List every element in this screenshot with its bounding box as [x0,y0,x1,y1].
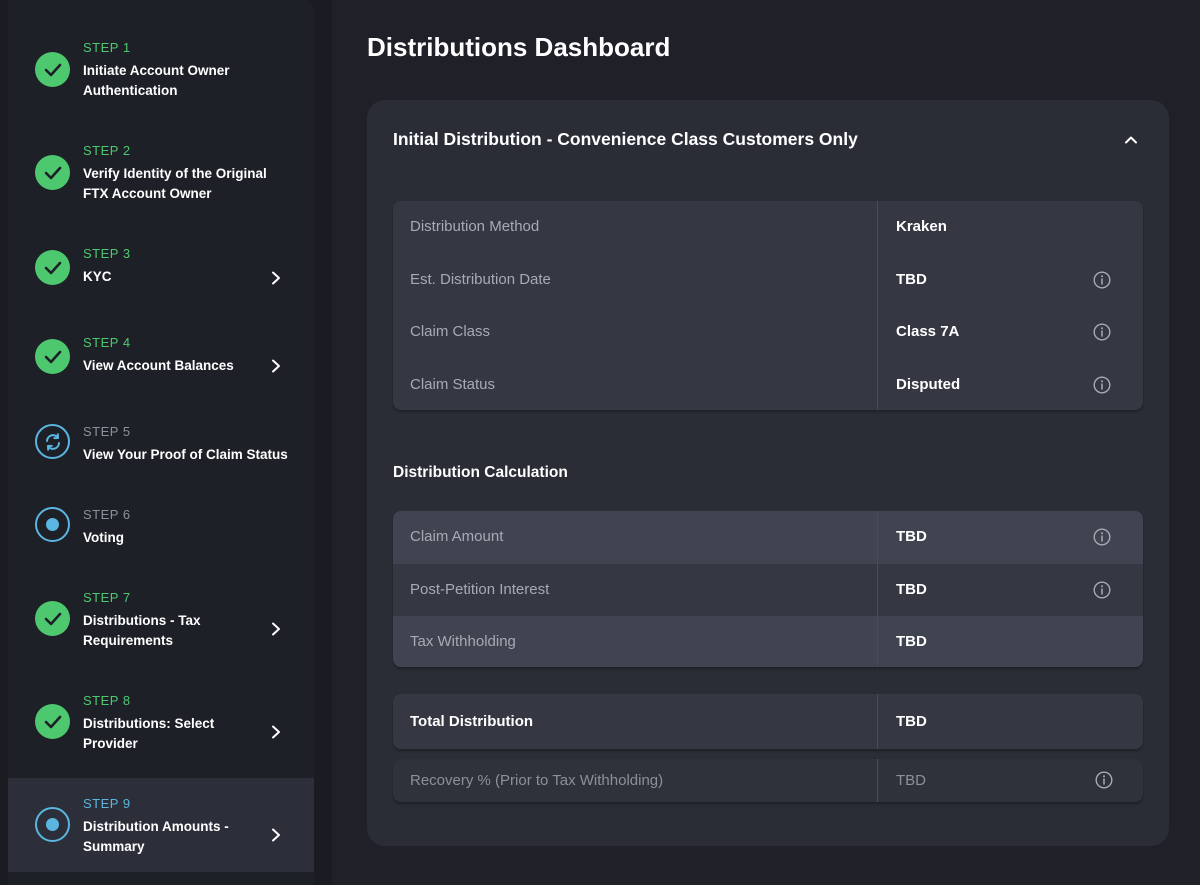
info-icon[interactable] [1093,375,1111,394]
column-divider [877,694,878,749]
column-divider [877,511,878,667]
table-row: Tax Withholding TBD [393,616,1143,667]
row-value: TBD [896,528,927,545]
total-value: TBD [896,713,927,730]
recovery-label: Recovery % (Prior to Tax Withholding) [410,772,664,789]
step-title: Distributions - Tax Requirements [83,613,201,648]
step-3[interactable]: STEP 3 KYC [8,240,314,296]
step-title: View Your Proof of Claim Status [83,447,288,462]
recovery-value: TBD [896,772,926,789]
row-value: TBD [896,580,927,598]
chevron-right-icon[interactable] [270,622,282,636]
row-value: Class 7A [896,323,960,340]
check-icon [35,250,70,285]
info-icon[interactable] [1093,323,1111,341]
radio-dot-icon [35,807,70,842]
step-number: STEP 8 [83,693,131,708]
page-title: Distributions Dashboard [367,32,671,62]
row-label: Claim Status [410,375,496,393]
row-value: Disputed [896,375,961,393]
check-icon [35,155,70,190]
table-row: Post-Petition Interest TBD [393,564,1143,617]
row-label: Tax Withholding [410,633,516,650]
check-icon [35,601,70,636]
chevron-right-icon[interactable] [270,271,282,285]
row-label: Distribution Method [410,218,540,235]
total-row: Total Distribution TBD [393,694,1143,749]
steps-sidebar: STEP 1 Initiate Account Owner Authenticat… [8,0,314,885]
step-2[interactable]: STEP 2 Verify Identity of the Original FT… [8,131,314,211]
radio-dot-icon [35,507,70,542]
check-icon [35,704,70,739]
column-divider [877,201,878,410]
info-icon[interactable] [1093,528,1111,546]
calculation-table: Claim Amount TBD Post-Petition Interest … [393,511,1143,667]
recovery-row: Recovery % (Prior to Tax Withholding) TB… [393,759,1143,802]
calculation-section-title: Distribution Calculation [393,464,568,481]
step-number: STEP 1 [83,40,131,55]
step-title: View Account Balances [83,358,234,373]
card-header: Initial Distribution - Convenience Class… [393,129,858,149]
table-row: Claim Status Disputed [393,359,1143,411]
step-9[interactable]: STEP 9 Distribution Amounts - Summary [8,778,314,872]
table-row: Claim Class Class 7A [393,306,1143,359]
table-row: Distribution Method Kraken [393,201,1143,254]
step-title: Verify Identity of the Original FTX Accou… [83,166,267,201]
info-icon[interactable] [1095,771,1113,789]
check-icon [35,339,70,374]
row-label: Claim Class [410,323,491,340]
column-divider [877,759,878,802]
chevron-up-icon[interactable] [1121,130,1141,150]
row-value: TBD [896,270,927,288]
step-8[interactable]: STEP 8 Distributions: Select Provider [8,681,314,761]
step-number: STEP 4 [83,335,131,350]
step-number: STEP 3 [83,246,131,261]
step-7[interactable]: STEP 7 Distributions - Tax Requirements [8,578,314,658]
step-number: STEP 7 [83,590,131,605]
step-title: Distribution Amounts - Summary [83,819,229,854]
chevron-right-icon[interactable] [270,828,282,842]
row-label: Post-Petition Interest [410,580,550,598]
step-number: STEP 2 [83,143,131,158]
step-number: STEP 9 [83,796,131,811]
step-5[interactable]: STEP 5 View Your Proof of Claim Status [8,417,314,473]
table-row: Total Distribution TBD [393,694,1143,749]
info-icon[interactable] [1093,580,1111,599]
step-title: Distributions: Select Provider [83,716,215,751]
chevron-right-icon[interactable] [270,725,282,739]
row-label: Est. Distribution Date [410,270,551,288]
step-number: STEP 5 [83,424,131,439]
distribution-card: Initial Distribution - Convenience Class… [367,100,1169,846]
step-title: Voting [83,530,124,545]
info-icon[interactable] [1093,270,1111,289]
table-row: Claim Amount TBD [393,511,1143,564]
row-label: Claim Amount [410,528,504,545]
step-1[interactable]: STEP 1 Initiate Account Owner Authenticat… [8,28,314,108]
step-title: KYC [83,269,112,284]
total-label: Total Distribution [410,713,534,730]
step-title: Initiate Account Owner Authentication [83,63,230,98]
step-6[interactable]: STEP 6 Voting [8,500,314,556]
main-content: Distributions Dashboard Initial Distribu… [332,0,1200,885]
step-number: STEP 6 [83,507,131,522]
step-4[interactable]: STEP 4 View Account Balances [8,329,314,385]
table-row: Recovery % (Prior to Tax Withholding) TB… [393,759,1143,802]
refresh-icon [35,424,70,459]
chevron-right-icon[interactable] [270,359,282,373]
row-value: TBD [896,633,927,650]
table-row: Est. Distribution Date TBD [393,254,1143,307]
check-icon [35,52,70,87]
details-table: Distribution Method Kraken Est. Distribu… [393,201,1143,410]
row-value: Kraken [896,218,947,235]
